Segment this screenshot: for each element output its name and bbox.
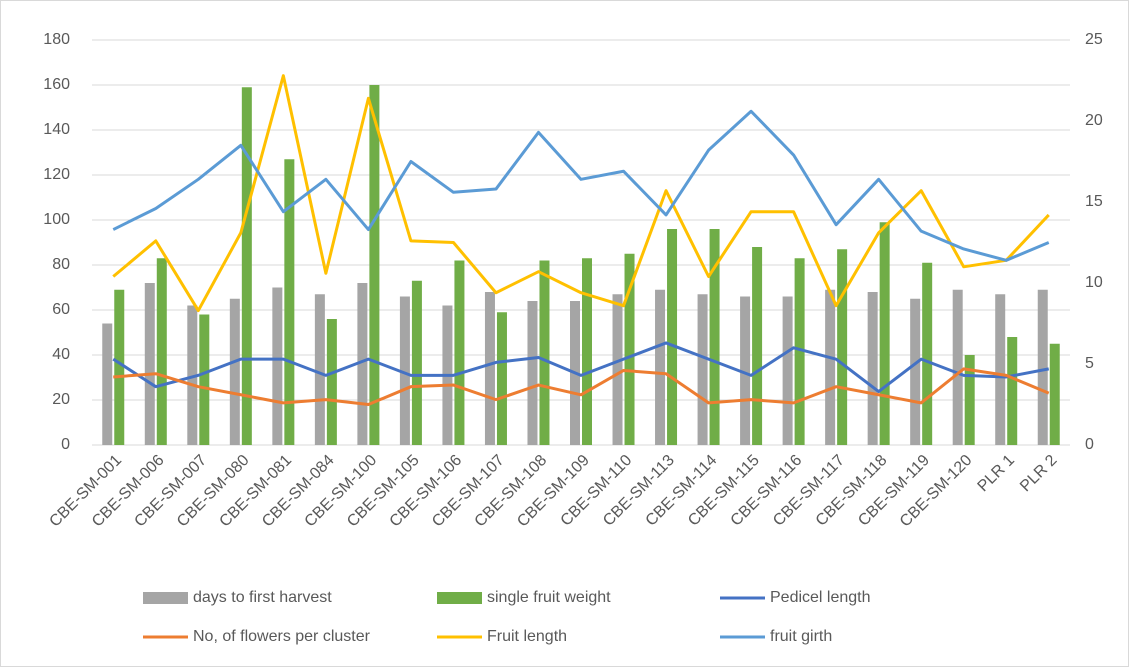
bar	[411, 280, 422, 445]
bar	[825, 289, 836, 445]
bar	[484, 292, 495, 445]
y2-tick-label: 0	[1085, 436, 1094, 453]
bar	[624, 253, 635, 445]
bar	[369, 85, 380, 445]
line-series	[112, 109, 1050, 262]
bar	[156, 258, 167, 445]
bar	[655, 289, 666, 445]
y-tick-label: 60	[52, 301, 70, 318]
bar	[187, 305, 198, 445]
bar	[199, 314, 210, 445]
legend-label: Pedicel length	[770, 589, 871, 606]
y-tick-label: 180	[43, 31, 70, 48]
bar	[326, 319, 337, 445]
bar	[867, 292, 878, 445]
line-series	[112, 74, 1050, 313]
bar	[272, 287, 283, 445]
bar	[667, 229, 678, 445]
y-tick-label: 140	[43, 121, 70, 138]
y-tick-label: 100	[43, 211, 70, 228]
bar	[740, 296, 751, 445]
bar	[1037, 289, 1048, 445]
y-tick-label: 120	[43, 166, 70, 183]
y-tick-label: 80	[52, 256, 70, 273]
bar	[357, 283, 368, 445]
legend-label: fruit girth	[770, 628, 832, 645]
line-series	[113, 367, 1050, 406]
y2-tick-label: 5	[1085, 355, 1094, 372]
bar	[922, 262, 933, 445]
bar	[1049, 343, 1060, 445]
y-tick-label: 160	[43, 76, 70, 93]
y-tick-label: 20	[52, 391, 70, 408]
y-tick-label: 40	[52, 346, 70, 363]
bar	[496, 312, 507, 445]
legend-label: Fruit length	[487, 628, 567, 645]
y2-tick-label: 25	[1085, 31, 1103, 48]
bar	[144, 283, 155, 445]
bar	[612, 294, 623, 445]
bar	[314, 294, 325, 445]
bar	[782, 296, 793, 445]
y2-tick-label: 20	[1085, 112, 1103, 129]
y-tick-label: 0	[61, 436, 70, 453]
legend-label: single fruit weight	[487, 589, 611, 606]
bar	[284, 159, 295, 445]
bar	[539, 260, 550, 445]
bar	[454, 260, 465, 445]
legend-label: days to first harvest	[193, 589, 332, 606]
line-series	[112, 341, 1050, 394]
bar	[879, 222, 890, 445]
y2-tick-label: 10	[1085, 274, 1103, 291]
bar	[527, 301, 538, 445]
bar	[697, 294, 708, 445]
bar	[995, 294, 1006, 445]
legend-swatch	[143, 592, 188, 604]
bar	[399, 296, 410, 445]
bar	[709, 229, 720, 445]
bar	[837, 249, 848, 445]
legend-label: No, of flowers per cluster	[193, 628, 371, 645]
bar	[964, 355, 975, 445]
legend-swatch	[437, 592, 482, 604]
bar	[752, 247, 763, 445]
bar	[794, 258, 805, 445]
bar	[910, 298, 921, 445]
bar	[241, 87, 252, 445]
bar	[114, 289, 125, 445]
bar	[1007, 337, 1018, 445]
y2-tick-label: 15	[1085, 193, 1103, 210]
bar	[102, 323, 113, 445]
bar	[582, 258, 592, 445]
bar	[229, 298, 240, 445]
bar	[952, 289, 963, 445]
